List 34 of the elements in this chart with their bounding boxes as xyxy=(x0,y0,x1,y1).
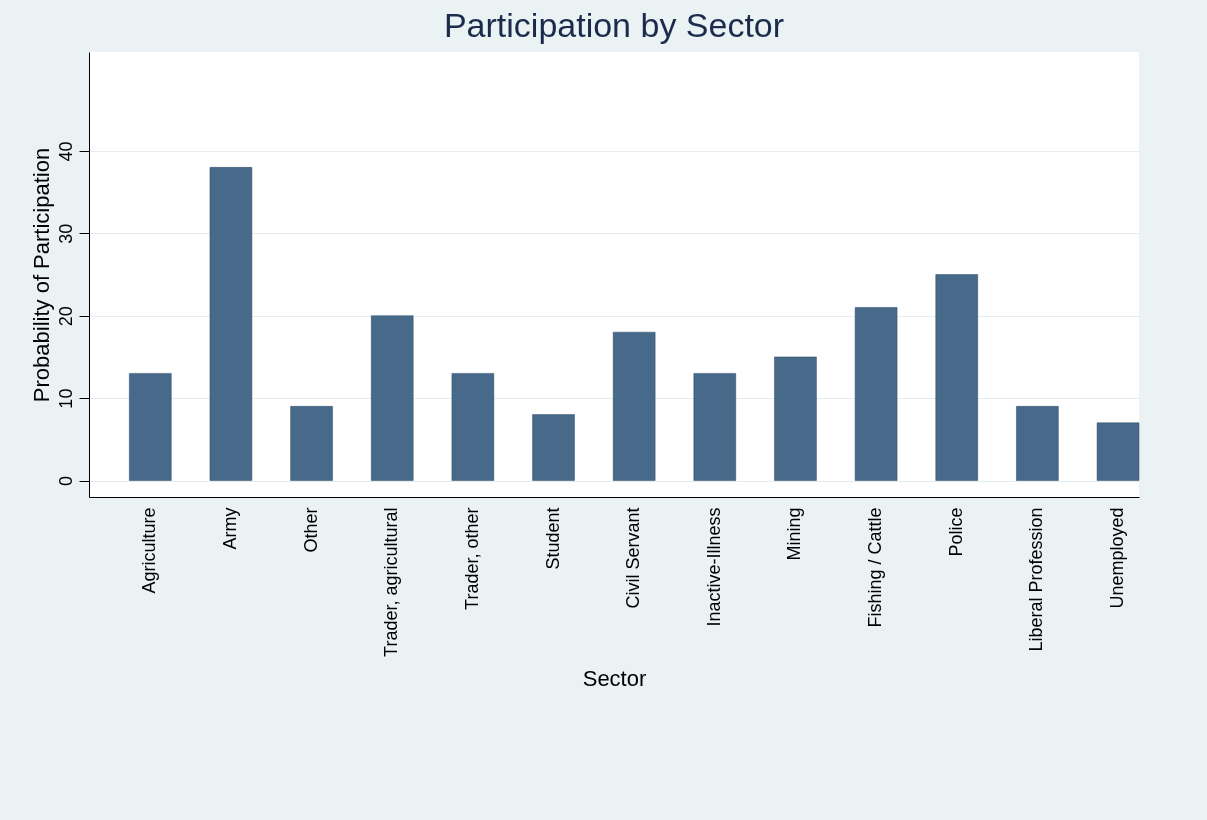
bar xyxy=(935,274,978,481)
x-tick-label: Student xyxy=(542,507,563,570)
x-tick-label: Inactive-Illness xyxy=(703,507,724,627)
x-tick-label: Civil Servant xyxy=(623,507,644,609)
y-tick-label: 0 xyxy=(55,476,76,487)
x-tick-label: Agriculture xyxy=(139,507,160,594)
x-tick-label: Trader, other xyxy=(461,507,482,610)
y-tick-label: 10 xyxy=(55,388,76,409)
x-tick-label: Mining xyxy=(784,507,805,561)
chart-title: Participation by Sector xyxy=(443,6,785,44)
bar xyxy=(693,373,737,481)
x-tick-label: Fishing / Cattle xyxy=(865,507,886,628)
x-axis-title: Sector xyxy=(582,665,647,691)
bar xyxy=(451,373,495,481)
x-tick-label: Army xyxy=(219,507,240,550)
y-axis-title: Probability of Participation xyxy=(28,147,54,403)
bar xyxy=(371,315,414,481)
bar xyxy=(1096,422,1140,481)
bar xyxy=(290,406,333,481)
bar xyxy=(612,331,656,481)
x-tick-label: Police xyxy=(945,507,966,557)
x-tick-label: Trader, agricultural xyxy=(381,507,402,657)
bar xyxy=(854,307,898,481)
y-tick-label: 30 xyxy=(55,223,76,244)
bar xyxy=(129,373,172,481)
bar xyxy=(1016,406,1059,481)
x-tick-label: Other xyxy=(300,507,321,553)
y-tick-label: 40 xyxy=(55,141,76,162)
bar xyxy=(774,356,817,481)
bar xyxy=(209,167,253,481)
bar xyxy=(532,414,575,481)
x-tick-label: Liberal Profession xyxy=(1026,507,1047,652)
y-tick-label: 20 xyxy=(55,306,76,327)
x-tick-label: Unemployed xyxy=(1107,507,1128,609)
